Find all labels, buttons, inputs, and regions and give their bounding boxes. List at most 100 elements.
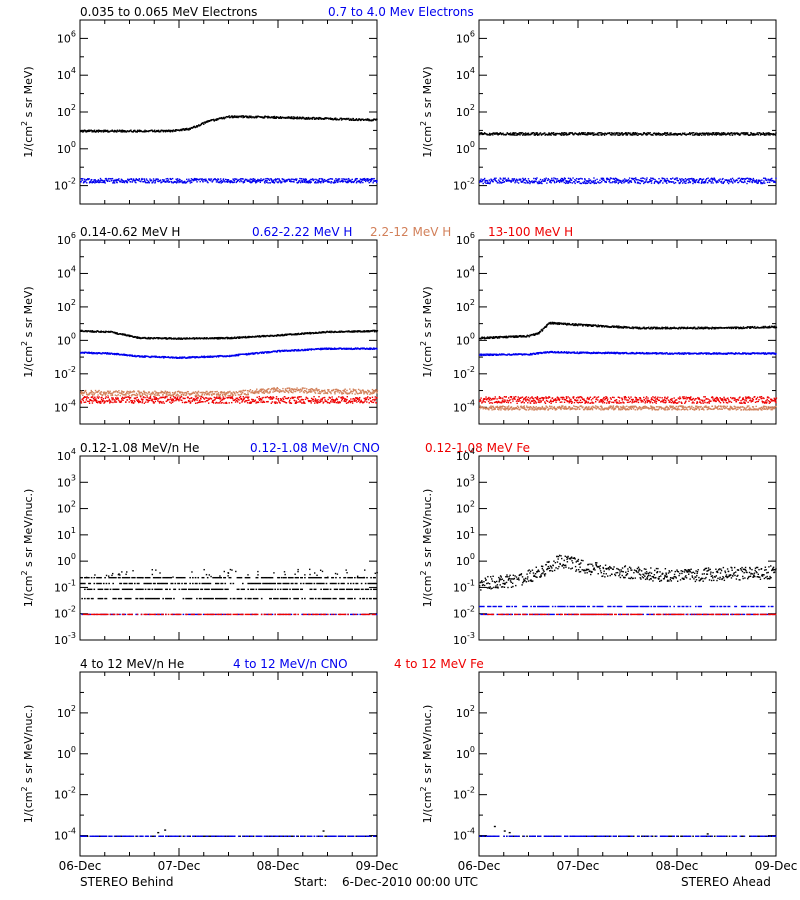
data-point <box>231 392 233 395</box>
data-point <box>321 389 323 392</box>
data-point <box>332 119 334 121</box>
data-point <box>486 182 489 185</box>
data-point <box>555 178 557 180</box>
data-point <box>627 182 629 184</box>
data-point <box>631 177 634 180</box>
data-point <box>503 134 505 136</box>
data-point <box>197 390 200 393</box>
data-point <box>130 391 132 394</box>
data-point <box>265 116 267 118</box>
data-point <box>211 390 214 393</box>
data-point <box>355 177 357 180</box>
data-point <box>489 181 492 183</box>
data-point <box>274 179 276 181</box>
data-point <box>137 399 139 402</box>
data-point <box>593 182 596 184</box>
data-point <box>738 133 741 135</box>
data-point <box>546 134 549 136</box>
data-point <box>112 391 114 394</box>
data-point <box>125 335 128 337</box>
data-point <box>93 179 96 181</box>
data-point <box>164 131 167 133</box>
data-point <box>176 356 178 359</box>
data-point <box>621 180 624 182</box>
data-point <box>624 180 627 182</box>
data-point <box>175 130 177 132</box>
data-point <box>207 337 209 340</box>
data-point <box>273 181 276 184</box>
data-point <box>301 389 303 391</box>
data-point <box>705 178 708 180</box>
data-point <box>348 179 351 181</box>
data-point <box>337 391 339 393</box>
data-point <box>126 399 129 401</box>
data-point <box>287 116 290 118</box>
data-point <box>157 356 160 358</box>
data-point <box>135 178 138 181</box>
data-point <box>167 391 169 394</box>
data-point <box>249 181 251 183</box>
data-point <box>184 391 187 394</box>
data-point <box>343 347 345 350</box>
data-point <box>111 130 113 132</box>
data-point <box>97 390 100 392</box>
data-point <box>99 402 101 404</box>
data-point <box>486 179 488 182</box>
data-point <box>148 397 150 399</box>
data-point <box>224 178 227 181</box>
data-point <box>354 393 356 395</box>
data-point <box>90 129 93 131</box>
data-point <box>180 393 183 396</box>
data-point <box>664 131 666 134</box>
data-point <box>262 335 265 338</box>
data-point <box>239 394 241 396</box>
data-point <box>284 179 286 182</box>
data-point <box>574 182 576 185</box>
data-point <box>278 178 280 180</box>
data-point <box>122 130 124 133</box>
data-point <box>150 129 153 131</box>
data-point <box>719 133 721 135</box>
data-point <box>625 131 627 134</box>
data-point <box>575 132 577 135</box>
data-point <box>768 181 771 184</box>
data-point <box>149 178 151 180</box>
data-point <box>716 133 718 135</box>
data-point <box>180 399 182 401</box>
data-point <box>174 337 176 340</box>
data-point <box>143 402 146 404</box>
data-point <box>561 132 564 134</box>
data-point <box>174 356 177 359</box>
data-point <box>131 399 133 402</box>
data-point <box>345 330 347 333</box>
data-point <box>357 181 360 183</box>
data-point <box>254 352 256 355</box>
data-point <box>185 394 187 396</box>
data-point <box>115 352 117 355</box>
data-point <box>481 133 483 136</box>
data-point <box>326 392 329 395</box>
data-point <box>517 133 519 135</box>
data-point <box>220 391 222 393</box>
data-point <box>544 133 547 136</box>
data-point <box>102 391 105 394</box>
data-point <box>604 181 606 183</box>
data-point <box>250 336 252 338</box>
data-point <box>232 397 234 400</box>
data-point <box>303 181 305 183</box>
data-point <box>712 182 714 184</box>
data-point <box>88 351 90 354</box>
data-point <box>155 178 158 181</box>
data-point <box>83 180 85 182</box>
data-point <box>575 179 577 182</box>
data-point <box>602 179 604 181</box>
data-point <box>588 178 590 180</box>
data-point <box>270 351 272 353</box>
data-point <box>351 119 353 121</box>
data-point <box>304 348 307 351</box>
data-point <box>295 388 298 391</box>
data-point <box>191 392 193 395</box>
data-point <box>266 389 268 391</box>
data-point <box>622 180 625 182</box>
data-point <box>275 116 277 119</box>
